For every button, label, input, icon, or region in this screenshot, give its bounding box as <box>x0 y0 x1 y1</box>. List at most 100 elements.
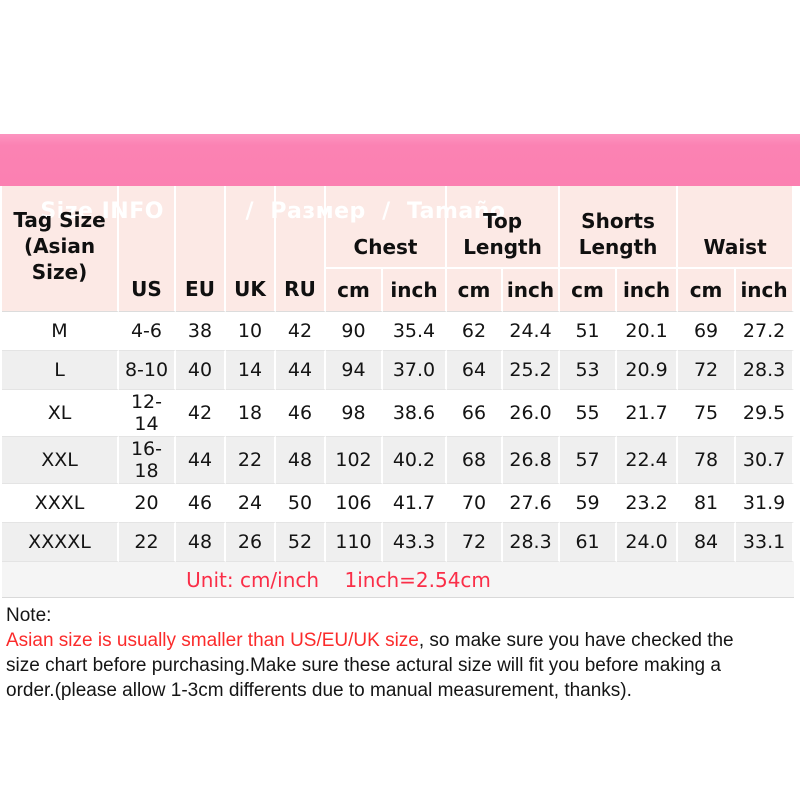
table-cell: 50 <box>276 484 326 523</box>
table-cell: 75 <box>678 390 737 437</box>
table-cell: 90 <box>326 312 383 351</box>
table-cell: 55 <box>560 390 618 437</box>
table-cell: 24.0 <box>617 523 679 562</box>
size-chart-table: Tag Size (Asian Size) US EU UK RU Chest … <box>2 186 795 598</box>
unit-note: Unit: cm/inch 1inch=2.54cm <box>2 562 795 598</box>
size-info-banner: Size INFO / Размер / Tamaño <box>0 134 800 224</box>
row-label: XXL <box>2 437 119 484</box>
table-cell: 26.8 <box>503 437 561 484</box>
row-label: XL <box>2 390 119 437</box>
table-cell: 40.2 <box>383 437 448 484</box>
table-cell: 31.9 <box>736 484 795 523</box>
table-cell: 42 <box>276 312 326 351</box>
table-cell: 20.9 <box>617 351 679 390</box>
table-cell: 35.4 <box>383 312 448 351</box>
unit-row: Unit: cm/inch 1inch=2.54cm <box>2 562 795 598</box>
row-label: XXXL <box>2 484 119 523</box>
table-row-xl: XL 12-14 42 18 46 98 38.6 66 26.0 55 21.… <box>2 390 795 437</box>
table-cell: 72 <box>447 523 504 562</box>
table-cell: 46 <box>276 390 326 437</box>
table-cell: 25.2 <box>503 351 561 390</box>
table-header: Tag Size (Asian Size) US EU UK RU Chest … <box>2 186 795 312</box>
table-cell: 98 <box>326 390 383 437</box>
note-line-1: Asian size is usually smaller than US/EU… <box>6 628 790 653</box>
table-cell: 28.3 <box>736 351 795 390</box>
table-cell: 18 <box>226 390 276 437</box>
table-cell: 51 <box>560 312 618 351</box>
note-line-3: order.(please allow 1-3cm differents due… <box>6 680 632 701</box>
table-cell: 21.7 <box>617 390 679 437</box>
header-tag-size: Tag Size (Asian Size) <box>2 186 119 312</box>
header-ru: RU <box>276 186 326 312</box>
table-cell: 106 <box>326 484 383 523</box>
table-cell: 40 <box>176 351 226 390</box>
table-cell: 22.4 <box>617 437 679 484</box>
table-cell: 20 <box>119 484 176 523</box>
table-cell: 102 <box>326 437 383 484</box>
header-waist-cm: cm <box>678 269 737 312</box>
table-cell: 28.3 <box>503 523 561 562</box>
table-cell: 62 <box>447 312 504 351</box>
table-cell: 12-14 <box>119 390 176 437</box>
table-cell: 33.1 <box>736 523 795 562</box>
table-row-m: M 4-6 38 10 42 90 35.4 62 24.4 51 20.1 6… <box>2 312 795 351</box>
table-cell: 24.4 <box>503 312 561 351</box>
table-cell: 42 <box>176 390 226 437</box>
table-cell: 52 <box>276 523 326 562</box>
header-eu: EU <box>176 186 226 312</box>
table-cell: 4-6 <box>119 312 176 351</box>
note-line-2: size chart before purchasing.Make sure t… <box>6 655 721 676</box>
row-label: M <box>2 312 119 351</box>
table-cell: 37.0 <box>383 351 448 390</box>
table-cell: 110 <box>326 523 383 562</box>
header-shorts-length: Shorts Length <box>560 186 679 269</box>
table-cell: 81 <box>678 484 737 523</box>
table-cell: 22 <box>226 437 276 484</box>
table-row-xxxxl: XXXXL 22 48 26 52 110 43.3 72 28.3 61 24… <box>2 523 795 562</box>
table-cell: 64 <box>447 351 504 390</box>
table-cell: 53 <box>560 351 618 390</box>
table-cell: 46 <box>176 484 226 523</box>
table-cell: 22 <box>119 523 176 562</box>
table-cell: 59 <box>560 484 618 523</box>
table-cell: 14 <box>226 351 276 390</box>
table-cell: 23.2 <box>617 484 679 523</box>
header-top-length: Top Length <box>447 186 561 269</box>
table-cell: 69 <box>678 312 737 351</box>
header-top-inch: inch <box>503 269 561 312</box>
header-top-cm: cm <box>447 269 504 312</box>
table-row-xxl: XXL 16-18 44 22 48 102 40.2 68 26.8 57 2… <box>2 437 795 484</box>
table-cell: 43.3 <box>383 523 448 562</box>
table-cell: 38.6 <box>383 390 448 437</box>
header-waist: Waist <box>678 186 795 269</box>
table-cell: 44 <box>176 437 226 484</box>
header-chest-inch: inch <box>383 269 448 312</box>
table-cell: 26 <box>226 523 276 562</box>
table-cell: 78 <box>678 437 737 484</box>
table-cell: 57 <box>560 437 618 484</box>
header-shorts-inch: inch <box>617 269 679 312</box>
table-cell: 38 <box>176 312 226 351</box>
table-cell: 16-18 <box>119 437 176 484</box>
row-label: XXXXL <box>2 523 119 562</box>
table-cell: 27.6 <box>503 484 561 523</box>
table-cell: 70 <box>447 484 504 523</box>
table-cell: 94 <box>326 351 383 390</box>
table-row-l: L 8-10 40 14 44 94 37.0 64 25.2 53 20.9 … <box>2 351 795 390</box>
table-cell: 48 <box>176 523 226 562</box>
table-cell: 66 <box>447 390 504 437</box>
note-red-text: Asian size is usually smaller than US/EU… <box>6 630 419 651</box>
table-cell: 29.5 <box>736 390 795 437</box>
table-cell: 84 <box>678 523 737 562</box>
table-cell: 10 <box>226 312 276 351</box>
table-cell: 27.2 <box>736 312 795 351</box>
table-cell: 61 <box>560 523 618 562</box>
header-chest: Chest <box>326 186 448 269</box>
note-after-red: , so make sure you have checked the <box>418 630 734 651</box>
table-cell: 48 <box>276 437 326 484</box>
banner-title: Size INFO / Размер / Tamaño <box>40 199 506 224</box>
table-cell: 72 <box>678 351 737 390</box>
table-row-xxxl: XXXL 20 46 24 50 106 41.7 70 27.6 59 23.… <box>2 484 795 523</box>
row-label: L <box>2 351 119 390</box>
table-cell: 44 <box>276 351 326 390</box>
